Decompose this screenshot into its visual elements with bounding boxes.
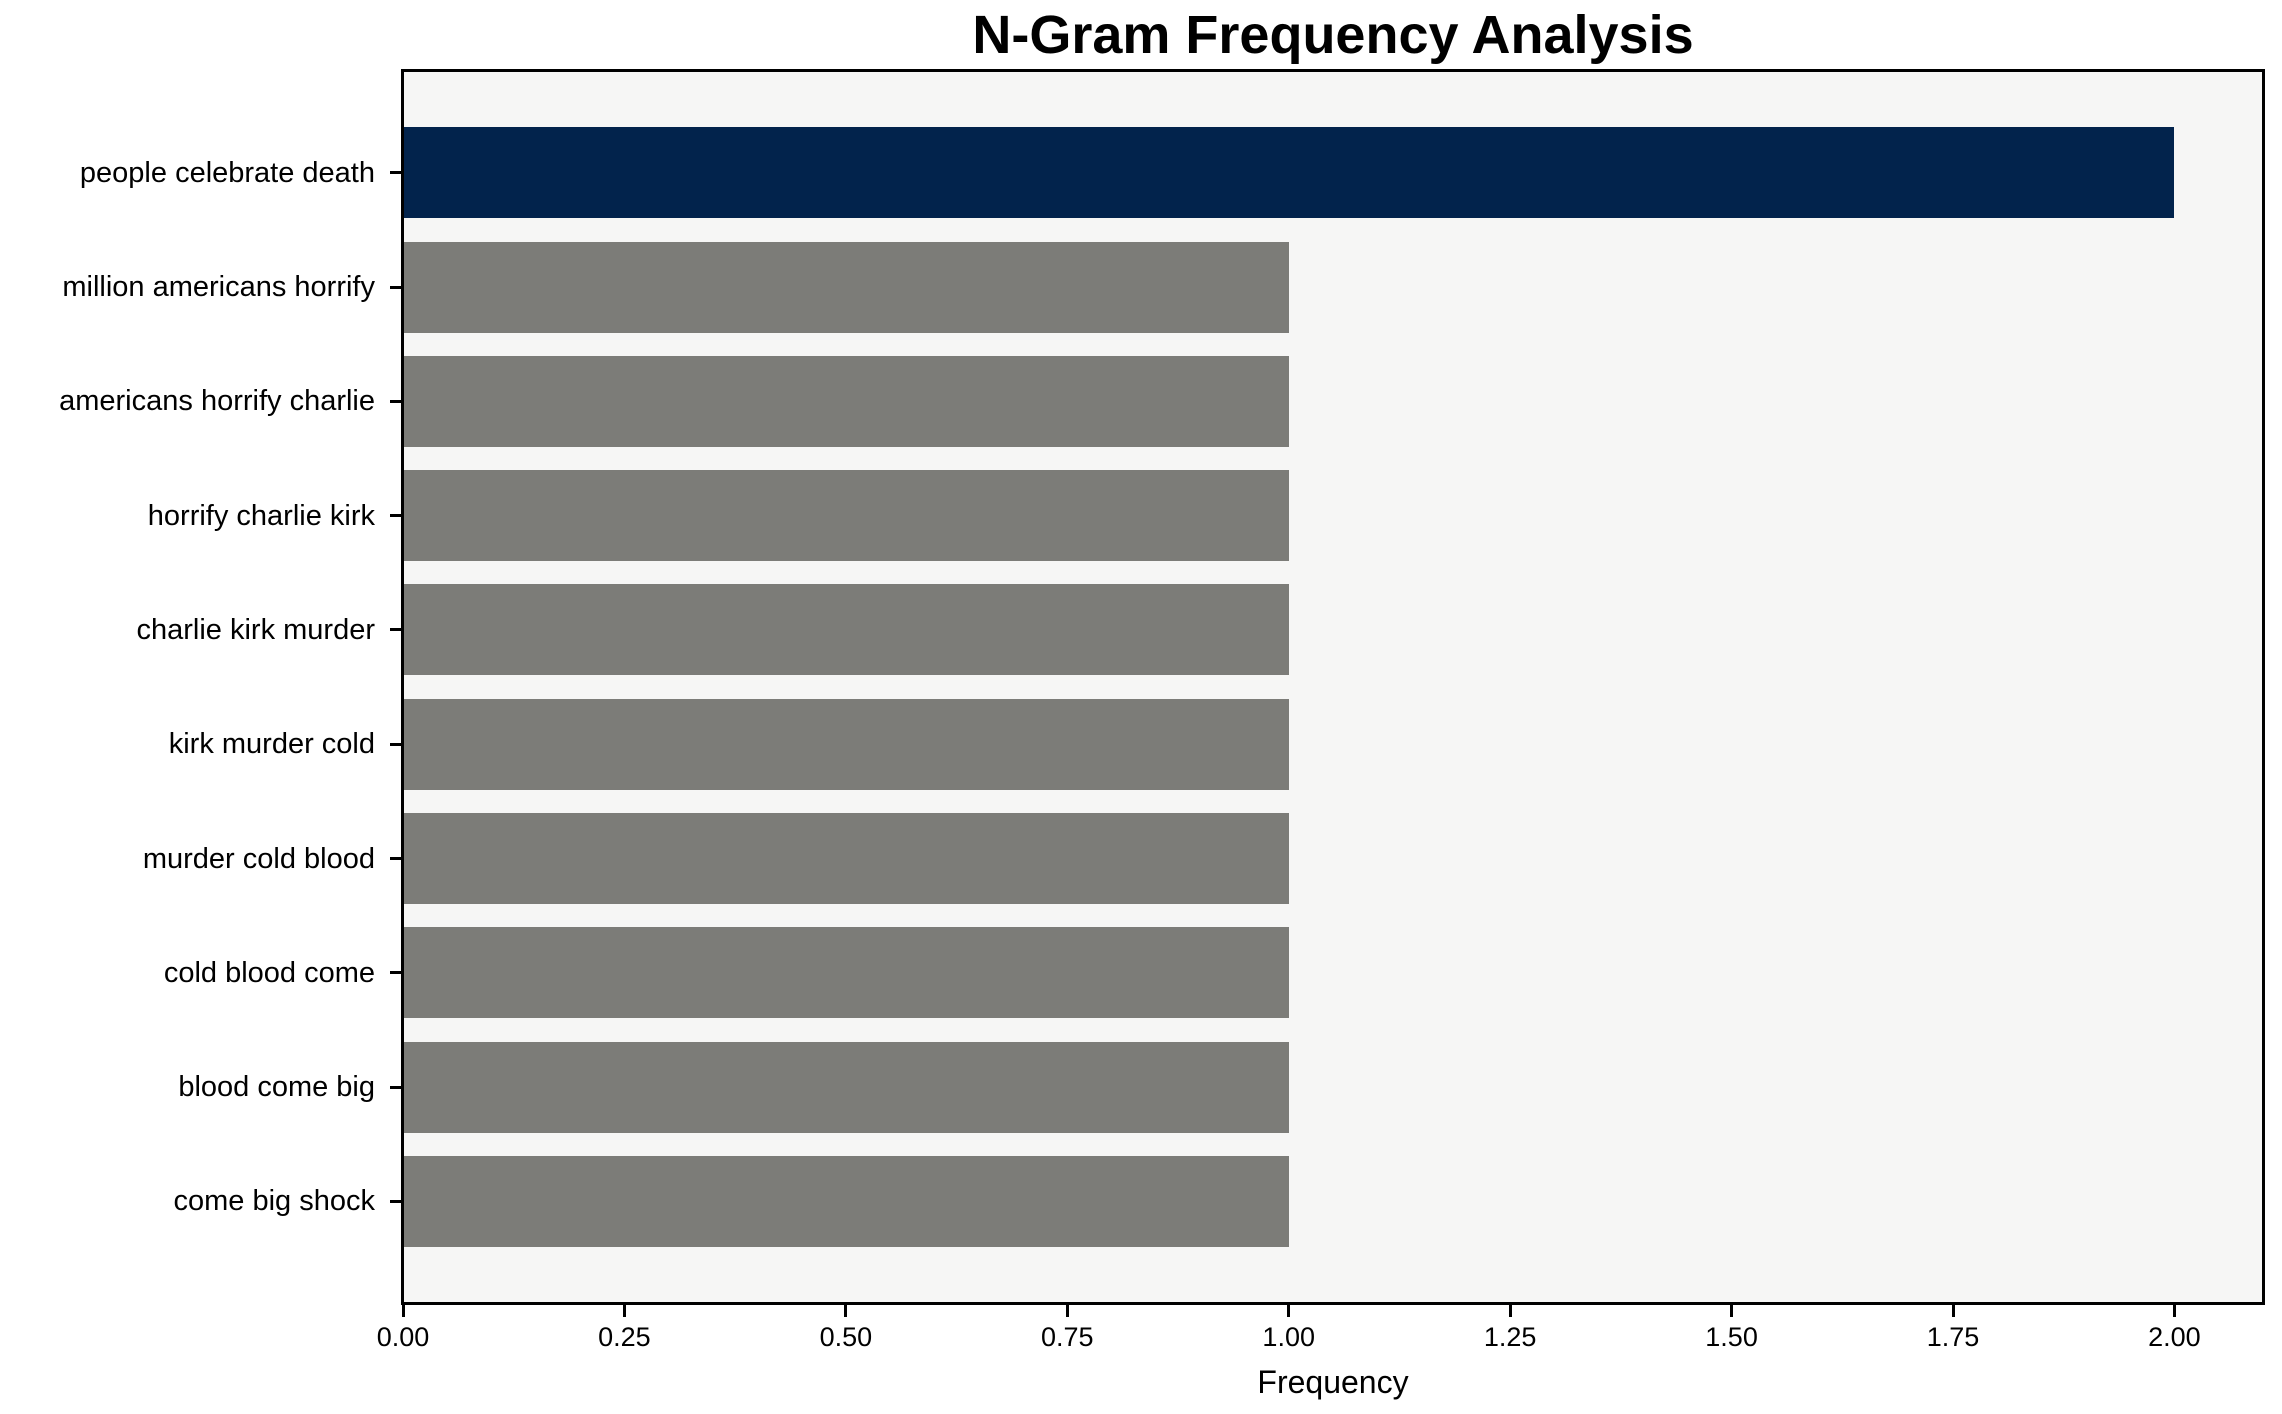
y-tick-mark (390, 742, 403, 746)
bar-horrify-charlie-kirk (403, 470, 1289, 562)
x-tick-label: 1.50 (1705, 1322, 1758, 1352)
y-tick-label: kirk murder cold (168, 728, 375, 761)
y-tick-mark (390, 971, 403, 975)
x-axis-label: Frequency (1257, 1364, 1409, 1400)
y-tick-label: americans horrify charlie (59, 385, 375, 418)
y-tick-label: murder cold blood (142, 842, 375, 875)
y-tick-mark (390, 1085, 403, 1089)
y-tick-label: million americans horrify (62, 271, 375, 303)
bar-charlie-kirk-murder (403, 584, 1289, 676)
y-tick-label: charlie kirk murder (136, 613, 376, 646)
x-tick-label: 0.50 (819, 1322, 873, 1352)
y-tick-mark (390, 1199, 403, 1203)
bar-blood-come-big (403, 1041, 1289, 1133)
chart-title: N-Gram Frequency Analysis (972, 5, 1694, 65)
y-tick-label: people celebrate death (79, 156, 375, 189)
bar-million-americans-horrify (403, 241, 1289, 333)
y-tick-label: horrify charlie kirk (147, 499, 375, 532)
y-tick-label: come big shock (173, 1185, 376, 1218)
y-tick-label: cold blood come (163, 956, 375, 989)
x-tick-mark (844, 1304, 848, 1317)
bar-murder-cold-blood (403, 813, 1289, 904)
x-tick-label: 2.00 (2148, 1322, 2201, 1352)
y-tick-mark (390, 171, 403, 175)
y-tick-mark (390, 285, 403, 289)
x-tick-label: 0.25 (598, 1322, 651, 1352)
x-tick-mark (1065, 1304, 1069, 1317)
y-tick-mark (390, 399, 403, 403)
y-tick-mark (390, 628, 403, 632)
bar-kirk-murder-cold (403, 698, 1289, 790)
x-tick-label: 0.00 (376, 1322, 430, 1352)
x-tick-mark (401, 1304, 405, 1317)
x-tick-mark (2172, 1304, 2176, 1317)
y-tick-mark (390, 857, 403, 860)
x-tick-label: 0.75 (1041, 1322, 1094, 1352)
x-tick-label: 1.25 (1483, 1322, 1537, 1352)
x-tick-mark (1951, 1304, 1955, 1317)
y-tick-mark (390, 514, 403, 518)
x-tick-mark (1508, 1304, 1512, 1317)
x-tick-mark (1730, 1304, 1734, 1317)
x-tick-mark (622, 1304, 626, 1317)
bar-cold-blood-come (403, 927, 1289, 1019)
x-tick-label: 1.00 (1262, 1322, 1315, 1352)
y-tick-label: blood come big (178, 1071, 375, 1104)
bar-people-celebrate-death (403, 127, 2175, 219)
x-tick-mark (1287, 1304, 1291, 1317)
x-tick-label: 1.75 (1926, 1322, 1980, 1352)
bar-americans-horrify-charlie (403, 355, 1289, 447)
bar-come-big-shock (403, 1155, 1289, 1247)
